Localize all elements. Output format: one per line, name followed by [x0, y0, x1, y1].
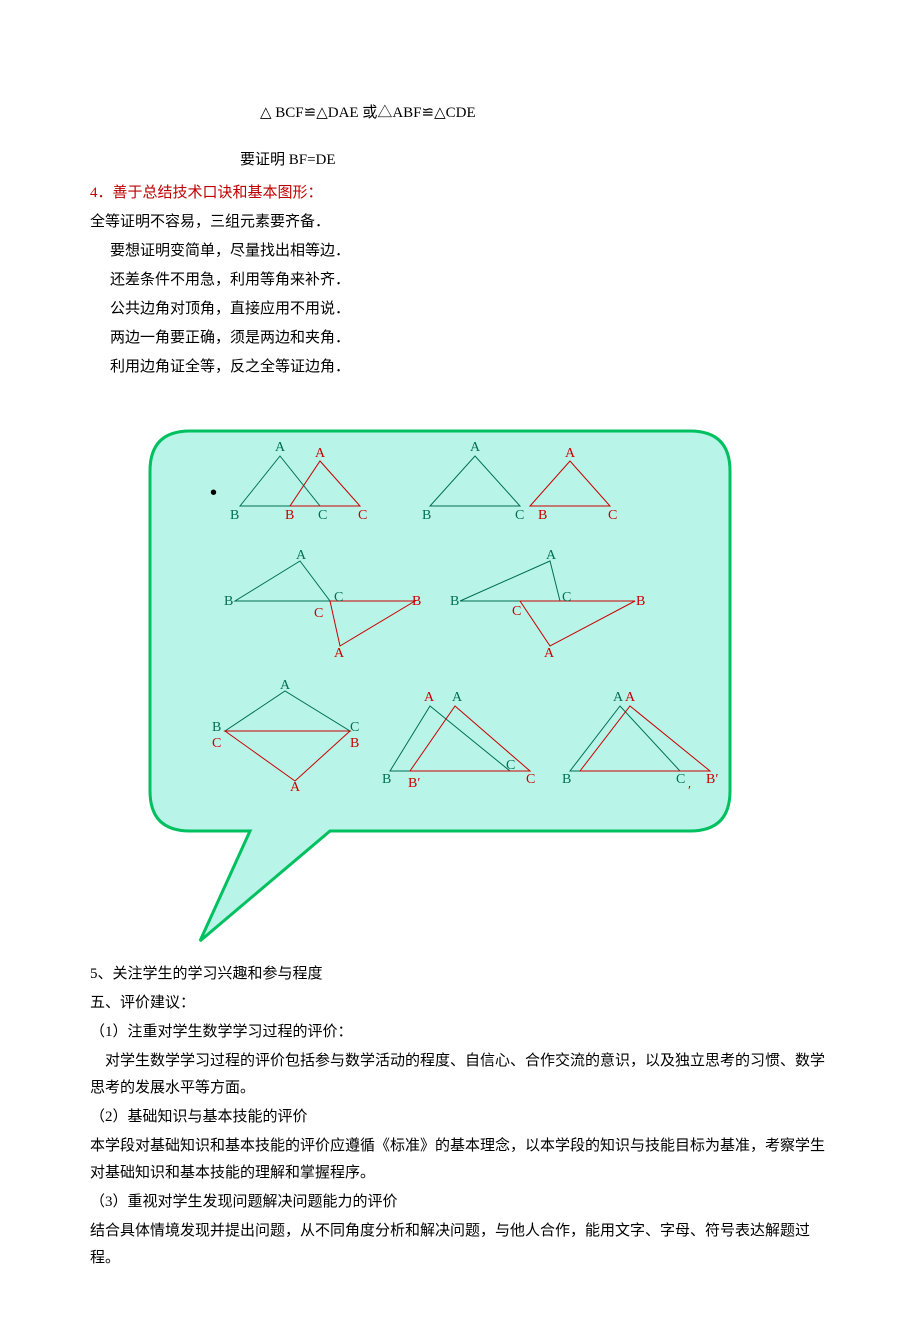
fig-1a: A A B B C C	[220, 441, 380, 521]
bubble-diagrams: • A A B B C C A	[190, 431, 710, 831]
document-page: △ BCF≌△DAE 或△ABF≌△CDE 要证明 BF=DE 4．善于总结技术…	[0, 0, 920, 1334]
mnemonic-2: 还差条件不用急，利用等角来补齐．	[90, 267, 830, 294]
top-line-2: 要证明 BF=DE	[90, 147, 830, 174]
mnemonic-0: 全等证明不容易，三组元素要齐备．	[90, 209, 830, 236]
fig-3c: A A B C B′ ′	[560, 691, 720, 791]
fig-3a: A B C C B A	[210, 681, 370, 791]
fig-2a: A B C C B A	[220, 551, 430, 661]
section-five-title: 五、评价建议：	[90, 990, 830, 1017]
para3-title: （3）重视对学生发现问题解决问题能力的评价	[90, 1189, 830, 1216]
section4-title: 4．善于总结技术口诀和基本图形：	[90, 180, 830, 207]
para2-body: 本学段对基础知识和基本技能的评价应遵循《标准》的基本理念，以本学段的知识与技能目…	[90, 1133, 830, 1187]
para1-body: 对学生数学学习过程的评价包括参与数学活动的程度、自信心、合作交流的意识，以及独立…	[90, 1048, 830, 1102]
figure-speech-bubble: • A A B B C C A	[130, 411, 750, 951]
mnemonic-3: 公共边角对顶角，直接应用不用说．	[90, 296, 830, 323]
fig-2b: A B C C B A	[450, 551, 650, 661]
mnemonic-5: 利用边角证全等，反之全等证边角．	[90, 354, 830, 381]
fig-3b: A A B B′ C C	[380, 691, 540, 791]
para1-title: （1）注重对学生数学学习过程的评价：	[90, 1019, 830, 1046]
mnemonic-1: 要想证明变简单，尽量找出相等边．	[90, 238, 830, 265]
bullet-dot: •	[210, 475, 217, 511]
section5: 5、关注学生的学习兴趣和参与程度	[90, 961, 830, 988]
fig-1b: A A B C B C	[420, 441, 620, 521]
para2-title: （2）基础知识与基本技能的评价	[90, 1104, 830, 1131]
top-line-1: △ BCF≌△DAE 或△ABF≌△CDE	[90, 100, 830, 127]
mnemonic-4: 两边一角要正确，须是两边和夹角．	[90, 325, 830, 352]
para3-body: 结合具体情境发现并提出问题，从不同角度分析和解决问题，与他人合作，能用文字、字母…	[90, 1218, 830, 1272]
